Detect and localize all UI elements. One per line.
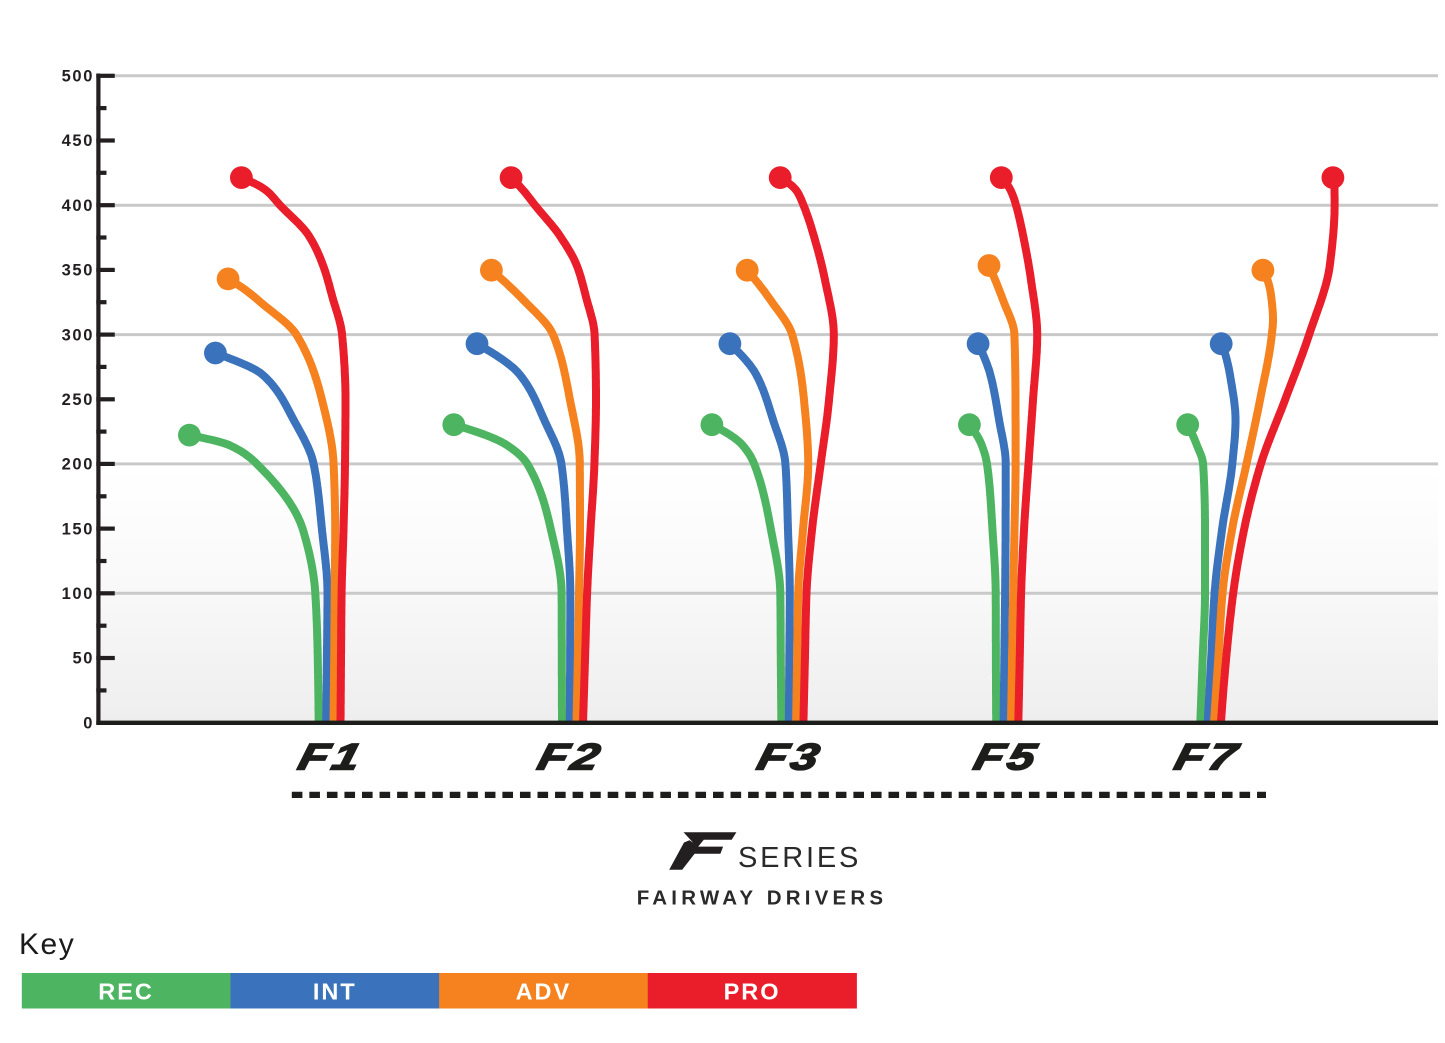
svg-text:SERIES: SERIES	[738, 842, 861, 874]
svg-text:F1: F1	[294, 737, 368, 778]
svg-text:100: 100	[62, 585, 94, 603]
svg-text:ADV: ADV	[516, 978, 572, 1004]
svg-text:150: 150	[62, 520, 94, 538]
svg-text:F5: F5	[970, 737, 1044, 778]
svg-text:Key: Key	[19, 928, 75, 961]
svg-text:0: 0	[83, 714, 94, 732]
svg-text:350: 350	[62, 262, 94, 280]
svg-text:FAIRWAY DRIVERS: FAIRWAY DRIVERS	[637, 886, 888, 909]
svg-text:PRO: PRO	[724, 978, 781, 1004]
svg-text:REC: REC	[98, 978, 154, 1004]
svg-text:F7: F7	[1170, 737, 1244, 778]
svg-text:50: 50	[72, 650, 94, 668]
svg-text:400: 400	[62, 197, 94, 215]
svg-text:INT: INT	[313, 978, 357, 1004]
svg-text:500: 500	[62, 68, 94, 86]
svg-text:F2: F2	[533, 737, 607, 778]
svg-text:300: 300	[62, 326, 94, 344]
svg-text:F3: F3	[753, 737, 827, 778]
svg-text:250: 250	[62, 391, 94, 409]
svg-text:450: 450	[62, 132, 94, 150]
svg-text:200: 200	[62, 456, 94, 474]
